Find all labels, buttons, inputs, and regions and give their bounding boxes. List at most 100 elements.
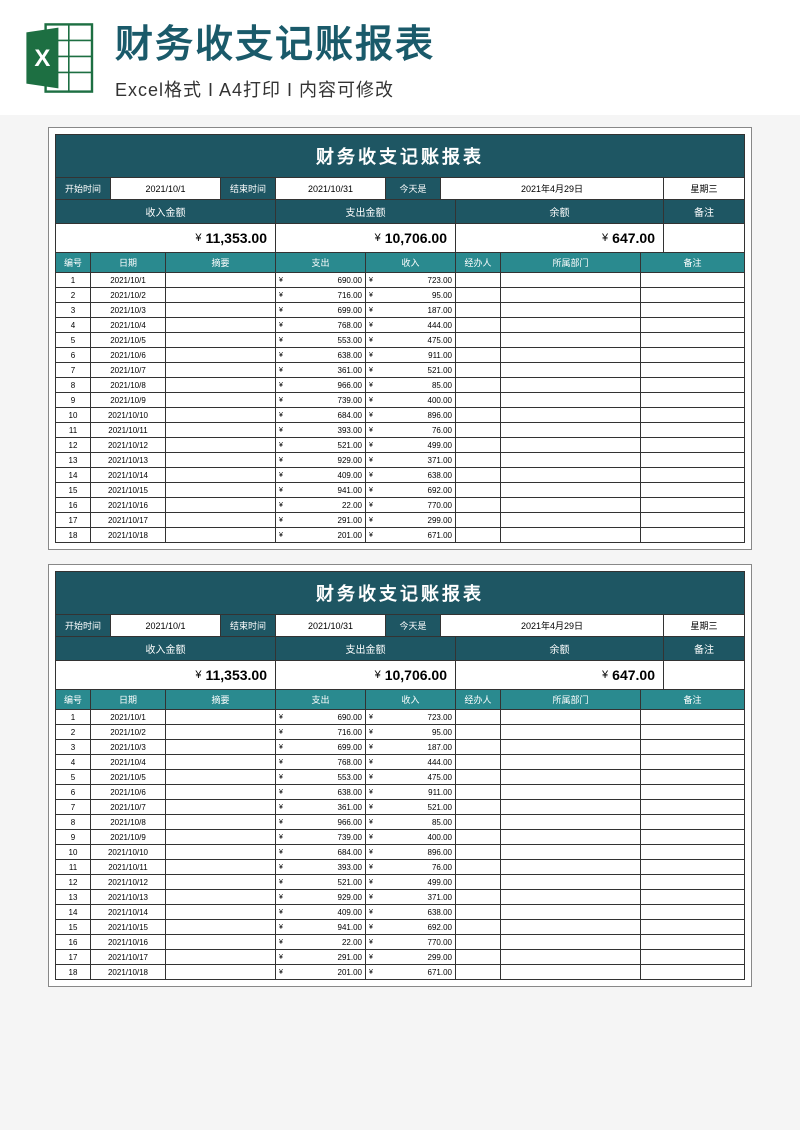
row-no: 9 (56, 830, 91, 844)
row-operator (456, 333, 501, 347)
row-dept (501, 513, 641, 527)
row-date: 2021/10/16 (91, 935, 166, 949)
row-dept (501, 423, 641, 437)
col-operator: 经办人 (456, 690, 501, 709)
table-header: 编号 日期 摘要 支出 收入 经办人 所属部门 备注 (56, 252, 744, 272)
row-no: 4 (56, 755, 91, 769)
row-income: ¥499.00 (366, 438, 456, 452)
row-note (641, 378, 744, 392)
row-income: ¥638.00 (366, 905, 456, 919)
row-expense: ¥966.00 (276, 815, 366, 829)
row-income: ¥85.00 (366, 815, 456, 829)
today-label: 今天是 (386, 615, 441, 636)
row-summary (166, 318, 276, 332)
row-dept (501, 740, 641, 754)
row-income: ¥85.00 (366, 378, 456, 392)
start-value: 2021/10/1 (111, 178, 221, 199)
row-dept (501, 965, 641, 979)
row-operator (456, 770, 501, 784)
row-summary (166, 785, 276, 799)
row-expense: ¥22.00 (276, 935, 366, 949)
row-no: 2 (56, 288, 91, 302)
row-note (641, 333, 744, 347)
row-operator (456, 303, 501, 317)
table-body: 1 2021/10/1 ¥690.00 ¥723.00 2 2021/10/2 … (56, 272, 744, 542)
row-no: 10 (56, 408, 91, 422)
row-note (641, 498, 744, 512)
row-note (641, 740, 744, 754)
row-expense: ¥393.00 (276, 423, 366, 437)
row-no: 16 (56, 498, 91, 512)
row-income: ¥692.00 (366, 920, 456, 934)
row-operator (456, 740, 501, 754)
row-dept (501, 468, 641, 482)
row-operator (456, 273, 501, 287)
row-note (641, 408, 744, 422)
row-operator (456, 498, 501, 512)
row-date: 2021/10/6 (91, 348, 166, 362)
row-income: ¥638.00 (366, 468, 456, 482)
row-date: 2021/10/11 (91, 860, 166, 874)
row-dept (501, 273, 641, 287)
note-total (664, 661, 744, 689)
row-expense: ¥291.00 (276, 513, 366, 527)
row-date: 2021/10/10 (91, 845, 166, 859)
date-row: 开始时间 2021/10/1 结束时间 2021/10/31 今天是 2021年… (56, 614, 744, 636)
row-expense: ¥941.00 (276, 483, 366, 497)
row-note (641, 303, 744, 317)
row-operator (456, 845, 501, 859)
row-expense: ¥393.00 (276, 860, 366, 874)
row-expense: ¥966.00 (276, 378, 366, 392)
row-no: 5 (56, 333, 91, 347)
row-dept (501, 710, 641, 724)
row-expense: ¥521.00 (276, 438, 366, 452)
row-summary (166, 725, 276, 739)
col-operator: 经办人 (456, 253, 501, 272)
excel-icon: X (20, 18, 100, 98)
row-date: 2021/10/18 (91, 965, 166, 979)
row-date: 2021/10/5 (91, 333, 166, 347)
table-row: 5 2021/10/5 ¥553.00 ¥475.00 (56, 332, 744, 347)
row-operator (456, 785, 501, 799)
row-note (641, 453, 744, 467)
table-row: 14 2021/10/14 ¥409.00 ¥638.00 (56, 467, 744, 482)
table-row: 18 2021/10/18 ¥201.00 ¥671.00 (56, 964, 744, 979)
row-operator (456, 408, 501, 422)
row-no: 16 (56, 935, 91, 949)
row-expense: ¥690.00 (276, 710, 366, 724)
col-no: 编号 (56, 253, 91, 272)
col-note: 备注 (641, 690, 744, 709)
row-no: 13 (56, 453, 91, 467)
row-summary (166, 740, 276, 754)
row-dept (501, 303, 641, 317)
row-note (641, 288, 744, 302)
row-note (641, 890, 744, 904)
expense-total: ¥10,706.00 (276, 661, 456, 689)
row-no: 1 (56, 273, 91, 287)
row-summary (166, 423, 276, 437)
row-note (641, 318, 744, 332)
row-no: 4 (56, 318, 91, 332)
row-operator (456, 950, 501, 964)
row-date: 2021/10/4 (91, 318, 166, 332)
row-summary (166, 438, 276, 452)
row-expense: ¥22.00 (276, 498, 366, 512)
row-no: 3 (56, 303, 91, 317)
today-value: 2021年4月29日 (441, 178, 664, 199)
row-income: ¥770.00 (366, 935, 456, 949)
end-value: 2021/10/31 (276, 615, 386, 636)
income-label: 收入金额 (56, 637, 276, 660)
row-no: 11 (56, 860, 91, 874)
summary-values: ¥11,353.00 ¥10,706.00 ¥647.00 (56, 223, 744, 252)
sheet-preview-1: 财务收支记账报表 开始时间 2021/10/1 结束时间 2021/10/31 … (48, 127, 752, 550)
svg-text:X: X (34, 45, 50, 72)
col-income: 收入 (366, 690, 456, 709)
row-date: 2021/10/3 (91, 303, 166, 317)
row-summary (166, 333, 276, 347)
row-operator (456, 875, 501, 889)
row-note (641, 423, 744, 437)
row-income: ¥444.00 (366, 755, 456, 769)
end-label: 结束时间 (221, 615, 276, 636)
row-date: 2021/10/15 (91, 483, 166, 497)
row-no: 6 (56, 348, 91, 362)
